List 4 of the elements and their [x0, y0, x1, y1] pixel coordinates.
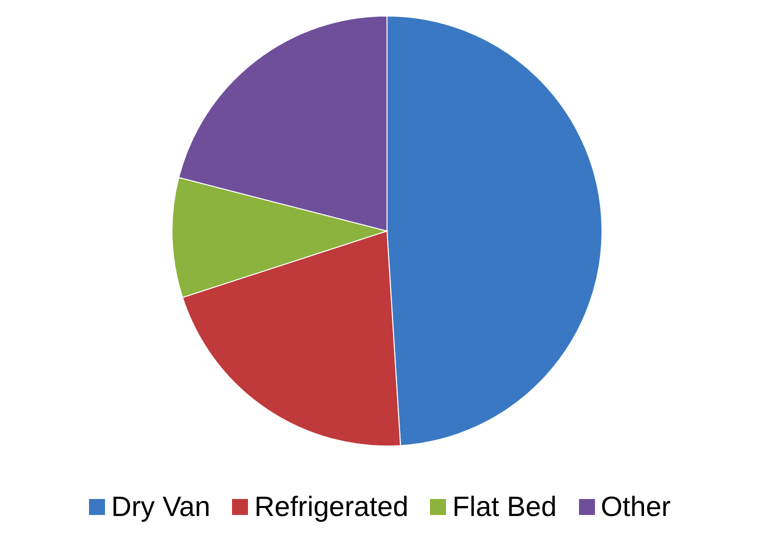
legend-label: Other: [600, 491, 671, 523]
legend-label: Flat Bed: [452, 491, 557, 523]
legend-label: Refrigerated: [254, 491, 408, 523]
legend-label: Dry Van: [111, 491, 210, 523]
